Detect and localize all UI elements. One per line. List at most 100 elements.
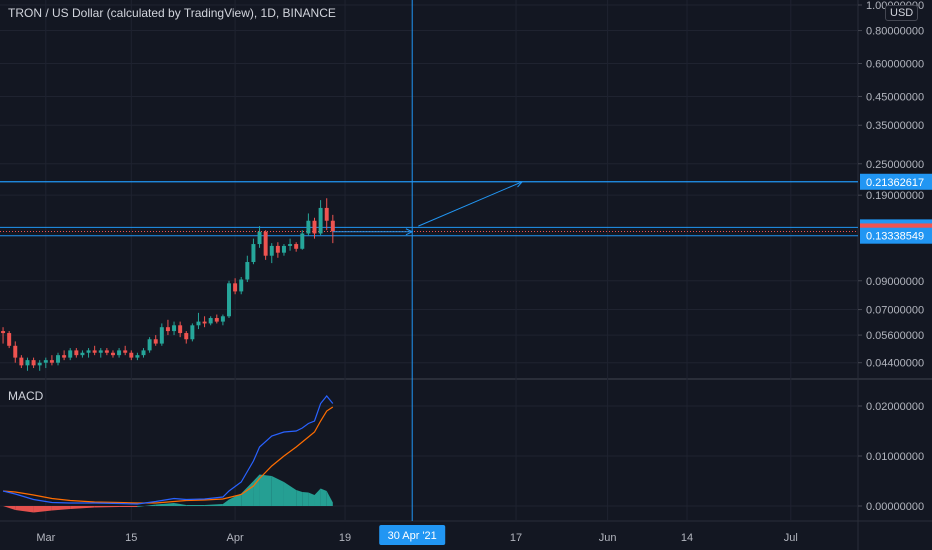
time-tick-label: Jul <box>784 532 798 544</box>
macd-histogram-bar <box>15 506 34 513</box>
chart-title: TRON / US Dollar (calculated by TradingV… <box>8 6 336 20</box>
macd-histogram-bar <box>33 506 52 513</box>
candle-body <box>214 318 219 322</box>
time-tick-label: 19 <box>339 532 351 544</box>
price-label-bg <box>860 173 932 190</box>
macd-tick-label: 0.00000000 <box>866 501 924 513</box>
time-tick-label: 17 <box>510 532 522 544</box>
macd-histogram-bar <box>155 503 175 506</box>
candle-body <box>159 327 164 344</box>
macd-histogram-bar <box>241 481 254 506</box>
price-tick-label: 0.45000000 <box>866 91 924 103</box>
price-tick-label: 0.35000000 <box>866 120 924 132</box>
macd-tick-label: 0.01000000 <box>866 451 924 463</box>
candle-body <box>153 339 158 344</box>
candle-body <box>300 233 305 249</box>
price-tick-label: 0.60000000 <box>866 58 924 70</box>
macd-histogram-bar <box>204 504 223 506</box>
candle-body <box>330 220 335 232</box>
macd-histogram-bar <box>283 482 297 506</box>
candle-body <box>288 244 293 246</box>
price-tick-label: 0.05600000 <box>866 330 924 342</box>
macd-histogram-bar <box>314 488 321 506</box>
candle-body <box>19 357 24 366</box>
price-label: 0.21362617 <box>866 177 924 189</box>
macd-histogram-bar <box>302 492 309 506</box>
time-tick-label: 14 <box>681 532 693 544</box>
candle-body <box>275 245 280 253</box>
candle-body <box>123 350 128 353</box>
time-tick-label: Apr <box>227 532 244 544</box>
macd-histogram-bar <box>70 506 95 509</box>
candle-body <box>7 333 12 346</box>
macd-line <box>2 395 334 505</box>
price-label: 0.13338549 <box>866 231 924 243</box>
candle-body <box>196 321 201 326</box>
macd-histogram-bar <box>229 493 242 506</box>
candle-body <box>117 350 122 356</box>
candle-body <box>227 283 231 317</box>
macd-signal-line <box>3 406 334 504</box>
crosshair-time-label-bg <box>379 525 446 545</box>
candle-body <box>1 331 6 334</box>
price-label-bg <box>860 227 932 244</box>
candle-body <box>220 316 225 322</box>
macd-indicator-label[interactable]: MACD <box>8 389 44 403</box>
candle-body <box>281 245 286 253</box>
candle-body <box>25 360 30 366</box>
candle-body <box>245 262 250 280</box>
candle-body <box>312 220 317 234</box>
macd-histogram-bar <box>308 492 315 506</box>
macd-histogram-bar <box>271 476 284 506</box>
candle-body <box>86 350 91 353</box>
arrow-drawing-2[interactable] <box>418 181 523 227</box>
candle-body <box>294 244 299 249</box>
macd-histogram-bar <box>259 474 272 506</box>
candle-body <box>80 352 85 356</box>
candle-body <box>13 345 18 358</box>
candle-body <box>239 279 244 292</box>
candle-body <box>56 355 60 363</box>
price-tick-label: 0.04400000 <box>866 358 924 370</box>
candle-body <box>190 325 195 340</box>
time-tick-label: Jun <box>599 532 617 544</box>
macd-histogram-bar <box>94 506 120 508</box>
candle-body <box>178 325 183 334</box>
candle-body <box>208 318 213 324</box>
price-tick-label: 0.19000000 <box>866 190 924 202</box>
candle-body <box>135 355 140 358</box>
candle-body <box>233 283 238 292</box>
candle-body <box>257 231 262 245</box>
price-tick-label: 0.07000000 <box>866 305 924 317</box>
candle-body <box>172 325 177 332</box>
candle-body <box>129 352 134 358</box>
macd-histogram-bar <box>222 499 230 506</box>
candle-body <box>147 339 152 351</box>
candle-body <box>110 352 115 356</box>
candle-body <box>49 360 54 363</box>
candle-body <box>324 207 329 221</box>
macd-histogram-bar <box>119 506 138 507</box>
candle-body <box>184 333 189 340</box>
candle-body <box>141 350 146 356</box>
candle-body <box>98 350 103 353</box>
candle-body <box>74 350 79 356</box>
candle-body <box>43 360 48 363</box>
candle-body <box>31 360 36 366</box>
candle-body <box>202 321 207 324</box>
crosshair-time-label: 30 Apr '21 <box>388 530 437 542</box>
currency-badge[interactable]: USD <box>885 5 919 21</box>
time-tick-label: Mar <box>36 532 55 544</box>
macd-histogram-bar <box>326 491 333 506</box>
price-tick-label: 0.25000000 <box>866 159 924 171</box>
candle-body <box>306 220 311 234</box>
candle-body <box>269 245 274 256</box>
candle-body <box>92 350 97 353</box>
macd-histogram-bar <box>137 504 156 507</box>
candle-body <box>104 350 109 353</box>
candle-body <box>263 231 268 256</box>
macd-histogram-bar <box>3 506 16 510</box>
macd-histogram-bar <box>174 503 187 506</box>
macd-tick-label: 0.02000000 <box>866 401 924 413</box>
